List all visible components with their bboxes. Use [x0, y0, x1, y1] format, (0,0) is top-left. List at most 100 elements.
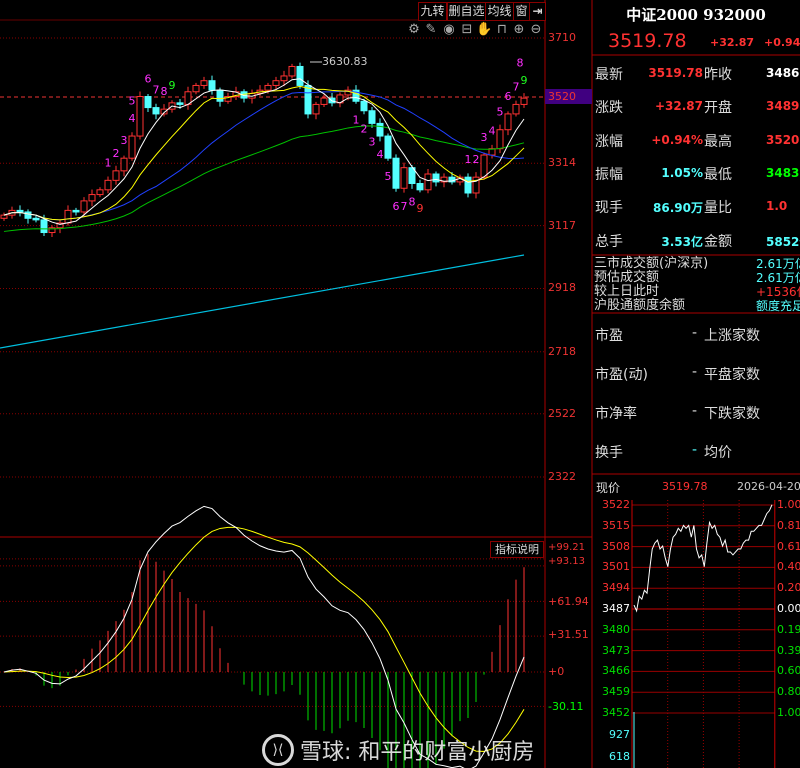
market-label: 沪股通额度余额 [594, 298, 686, 313]
candle-body [224, 96, 232, 102]
ma5-line [3, 78, 525, 225]
candle-body [0, 214, 8, 219]
stat-label: 市盈 [595, 328, 623, 344]
quote-value: 1.0 [766, 199, 788, 214]
briefcase-icon[interactable]: ⊟ [461, 22, 473, 37]
pen-icon[interactable]: ✎ [425, 22, 437, 37]
intraday-price-tick: 3508 [602, 539, 630, 553]
candle-body [400, 167, 408, 189]
stat-label: 下跌家数 [704, 406, 760, 422]
candle-body [352, 89, 360, 102]
high-annotation: 3630.83 [322, 55, 368, 68]
candle-body [376, 122, 384, 137]
candle-body [80, 200, 88, 213]
candle-body [384, 135, 392, 159]
intraday-price-line [633, 504, 773, 613]
intraday-pct-tick: 0.81% [777, 518, 800, 532]
eye-icon[interactable]: ◉ [443, 22, 455, 37]
candle-body [32, 217, 40, 221]
moving-average-button[interactable]: 均线 [485, 2, 514, 21]
td-count-label: 3 [369, 135, 376, 148]
quote-value: +0.94% [651, 132, 703, 147]
candle-body [320, 97, 328, 105]
quote-label: 最低 [704, 166, 732, 183]
td-count-label: 9 [169, 79, 176, 92]
candle-body [192, 84, 200, 93]
candle-body [72, 209, 80, 213]
td-count-label: 7 [513, 80, 520, 93]
quote-label: 现手 [595, 200, 623, 217]
market-label: 较上日此时 [594, 284, 660, 299]
hand-icon[interactable]: ✋ [476, 22, 493, 37]
candle-body [104, 179, 112, 191]
quote-value: 3486.9 [766, 66, 800, 80]
market-value: 2.61万亿 [756, 271, 800, 285]
candle-body [128, 135, 136, 159]
zoom-in-icon[interactable]: ⊕ [513, 22, 525, 37]
td-count-label: 2 [473, 153, 480, 166]
td-count-label: 7 [401, 200, 408, 213]
watermark: ⟩⟨ 雪球: 和平的财富小厨房 [262, 734, 534, 766]
stat-value: - [692, 403, 698, 419]
quote-label: 金额 [704, 233, 732, 250]
candle-body [152, 107, 160, 115]
candle-body [296, 65, 304, 86]
candle-body [56, 222, 64, 229]
remove-watchlist-button[interactable]: 删自选 [447, 2, 486, 21]
intraday-price-tick: 3494 [602, 581, 630, 595]
macd-dea-line [3, 526, 525, 752]
td-count-label: 1 [105, 156, 112, 169]
indicator-help-button[interactable]: 指标说明 [490, 541, 544, 558]
stat-label: 市净率 [595, 406, 637, 422]
collapse-panel-button[interactable]: ⇥ [529, 2, 546, 21]
intraday-price-tick: 3459 [602, 685, 630, 699]
intraday-price-tick: 3501 [602, 560, 630, 574]
intraday-pct-tick: 0.20% [777, 581, 800, 595]
price-tick: 2918 [548, 281, 576, 294]
intraday-pct-tick: 0.40% [777, 560, 800, 574]
candle-body [216, 89, 224, 102]
market-value: 额度充足 [756, 299, 800, 313]
candle-body [16, 209, 24, 213]
watermark-text: 雪球: 和平的财富小厨房 [300, 740, 535, 765]
zoom-out-icon[interactable]: ⊖ [530, 22, 542, 37]
quote-label: 涨幅 [595, 133, 623, 150]
candle-body [512, 103, 520, 115]
quote-label: 振幅 [595, 166, 623, 183]
candle-body [520, 97, 528, 105]
volume-tick: 618 [609, 750, 630, 763]
td-count-label: 2 [113, 147, 120, 160]
nine-turn-button[interactable]: 九转 [418, 2, 447, 21]
td-count-label: 6 [505, 90, 512, 103]
xueqiu-logo-icon: ⟩⟨ [262, 734, 294, 766]
quote-label: 最新 [595, 67, 623, 83]
price-tick: 2522 [548, 407, 576, 420]
stat-label: 平盘家数 [704, 367, 760, 383]
candle-body [48, 227, 56, 234]
gear-icon[interactable]: ⚙ [408, 22, 420, 37]
window-button[interactable]: 窗 [513, 2, 530, 21]
candle-body [288, 65, 296, 77]
candle-body [96, 189, 104, 196]
intraday-price-tick: 3466 [602, 664, 630, 678]
intraday-datetime: 2026-04-20, [737, 480, 800, 493]
stat-label: 换手 [595, 445, 623, 461]
stat-value: - [692, 325, 698, 341]
macd-tick: +99.21 [548, 542, 586, 553]
td-count-label: 8 [517, 56, 524, 69]
candle-body [272, 80, 280, 86]
td-count-label: 5 [497, 106, 504, 119]
lock-icon[interactable]: ⊓ [496, 22, 508, 37]
intraday-pct-tick: 0.19% [777, 622, 800, 636]
intraday-pct-tick: 1.00% [777, 498, 800, 511]
td-count-label: 7 [153, 84, 160, 97]
candle-body [480, 154, 488, 178]
candle-body [496, 129, 504, 150]
td-count-label: 6 [393, 200, 400, 213]
quote-value: 3519.78 [648, 66, 703, 80]
price-tick: 2322 [548, 470, 576, 483]
candle-body [416, 182, 424, 191]
quote-value: 86.90万 [653, 201, 703, 216]
candle-body [136, 96, 144, 137]
